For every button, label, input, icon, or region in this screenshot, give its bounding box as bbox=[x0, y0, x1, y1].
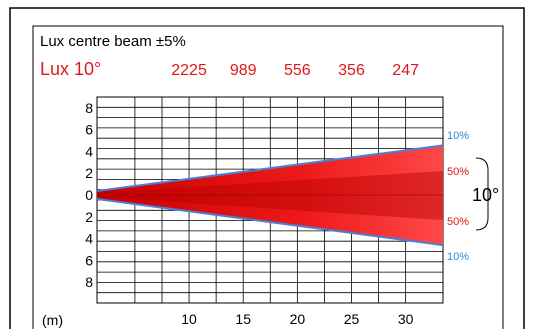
x-tick-label: 10 bbox=[181, 311, 197, 327]
lux-value: 989 bbox=[230, 62, 257, 79]
chart-title: Lux centre beam ±5% bbox=[40, 33, 186, 50]
unit-label: (m) bbox=[42, 312, 63, 328]
inner-label-top: 50% bbox=[447, 166, 469, 178]
x-tick-label: 15 bbox=[235, 311, 251, 327]
y-tick-label: 6 bbox=[85, 122, 93, 138]
y-tick-label: 0 bbox=[85, 187, 93, 203]
x-tick-labels: 10 15 20 25 30 bbox=[181, 311, 413, 327]
beam-cone-50pct bbox=[97, 171, 443, 221]
lux-value: 356 bbox=[338, 62, 365, 79]
angle-label: 10° bbox=[472, 185, 499, 205]
lux-value: 247 bbox=[392, 62, 419, 79]
y-tick-label: 4 bbox=[85, 231, 93, 247]
lux-value: 2225 bbox=[171, 62, 207, 79]
y-tick-label: 4 bbox=[85, 143, 93, 159]
edge-label-top: 10% bbox=[447, 130, 469, 142]
edge-label-bottom: 10% bbox=[447, 251, 469, 263]
beam-edge-bottom bbox=[96, 198, 444, 247]
lux-values: 2225 989 556 356 247 bbox=[171, 62, 419, 79]
beam-edge-top bbox=[96, 144, 444, 192]
y-tick-label: 8 bbox=[85, 100, 93, 116]
angle-bracket bbox=[475, 157, 489, 231]
y-tick-label: 2 bbox=[85, 209, 93, 225]
lux-value: 556 bbox=[284, 62, 311, 79]
x-tick-label: 30 bbox=[398, 311, 414, 327]
x-tick-label: 25 bbox=[344, 311, 360, 327]
y-tick-labels: 8 6 4 2 0 2 4 6 8 bbox=[85, 100, 93, 290]
lux-label: Lux 10° bbox=[40, 59, 101, 79]
inner-label-bottom: 50% bbox=[447, 216, 469, 228]
y-tick-label: 2 bbox=[85, 165, 93, 181]
x-tick-label: 20 bbox=[290, 311, 306, 327]
y-tick-label: 8 bbox=[85, 274, 93, 290]
y-tick-label: 6 bbox=[85, 252, 93, 268]
